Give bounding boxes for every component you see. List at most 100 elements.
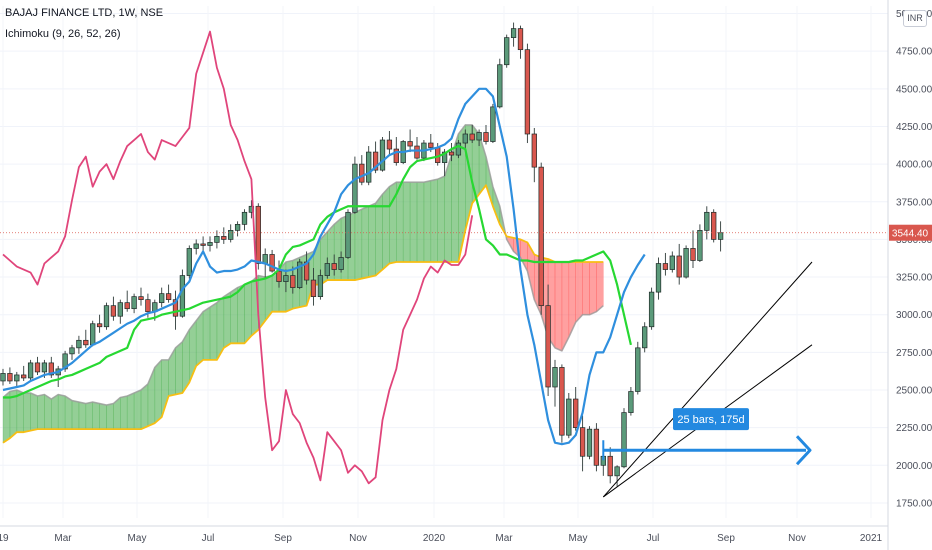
- candle-body: [586, 428, 593, 457]
- cloud-segment: [64, 395, 73, 430]
- x-tick-label: May: [569, 533, 588, 544]
- candle-body: [290, 275, 296, 288]
- candle-body: [497, 64, 503, 108]
- cloud-segment: [30, 392, 38, 432]
- candle-body: [490, 106, 496, 142]
- cloud-segment: [354, 208, 363, 281]
- cloud-segment: [133, 389, 142, 430]
- candle-body: [717, 232, 724, 240]
- cloud-segment: [23, 392, 31, 433]
- cloud-segment: [416, 181, 425, 263]
- currency-button[interactable]: INR: [903, 10, 927, 27]
- cloud-segment: [437, 175, 445, 263]
- candle-body: [407, 141, 413, 147]
- candle-body: [697, 230, 703, 261]
- candle-body: [455, 142, 462, 156]
- candle-body: [510, 28, 517, 38]
- ruler-label: 25 bars, 175d: [677, 414, 744, 426]
- candle-body: [124, 302, 130, 310]
- candle-body: [255, 205, 261, 264]
- candle-body: [669, 255, 675, 270]
- cloud-segment: [175, 341, 183, 395]
- candle-body: [648, 291, 655, 328]
- y-tick-label: 4500.00: [896, 84, 932, 95]
- candle-body: [207, 242, 213, 246]
- candle-body: [573, 398, 579, 428]
- y-tick-label: 4000.00: [896, 160, 932, 171]
- cloud-segment: [596, 261, 604, 313]
- ichimoku-lines: [2, 30, 646, 485]
- y-tick-label: 3000.00: [896, 310, 932, 321]
- cloud-segment: [99, 403, 107, 430]
- candle-body: [642, 326, 648, 349]
- candle-body: [559, 367, 565, 436]
- candle-body: [241, 211, 248, 225]
- candle-body: [172, 299, 179, 317]
- candle-body: [228, 230, 234, 240]
- cloud-segment: [44, 393, 52, 430]
- ichimoku-spans: [2, 124, 604, 444]
- candle-body: [110, 305, 117, 317]
- cloud-segment: [71, 400, 80, 430]
- cloud-segment: [244, 281, 252, 345]
- candle-body: [531, 133, 537, 168]
- cloud-segment: [85, 401, 93, 430]
- candle-body: [145, 299, 151, 313]
- price-label: 3544.40: [892, 229, 929, 240]
- candle-body: [704, 211, 710, 231]
- candle-body: [711, 211, 717, 240]
- candle-body: [138, 296, 144, 300]
- price-label-box: [889, 224, 932, 241]
- cloud-segment: [50, 393, 59, 430]
- candle-body: [683, 248, 689, 278]
- candle-body: [221, 236, 227, 240]
- x-tick-label: Sep: [274, 533, 292, 544]
- candle-body: [579, 427, 586, 457]
- cloud-segment: [561, 261, 570, 351]
- candle-body: [545, 305, 551, 388]
- cloud-segment: [520, 238, 528, 272]
- candle-body: [234, 224, 241, 231]
- candle-body: [317, 275, 324, 297]
- cloud-segment: [361, 205, 370, 279]
- cloud-segment: [106, 403, 114, 430]
- x-tick-label: Jul: [647, 533, 660, 544]
- cloud-segment: [409, 181, 418, 263]
- candle-body: [690, 248, 696, 261]
- candle-body: [662, 263, 669, 270]
- candle-body: [96, 323, 103, 328]
- candle-body: [469, 133, 475, 141]
- y-tick-label: 3250.00: [896, 273, 932, 284]
- candle-body: [441, 151, 448, 163]
- candle-body: [462, 133, 468, 144]
- x-tick-label: 2021: [860, 533, 883, 544]
- x-tick-label: 19: [0, 533, 9, 544]
- candle-body: [131, 296, 137, 310]
- candle-body: [593, 428, 600, 466]
- candle-body: [193, 243, 199, 249]
- x-tick-label: May: [128, 533, 147, 544]
- x-tick-label: 2020: [423, 533, 446, 544]
- ichimoku-cloud: [2, 124, 604, 444]
- cloud-segment: [126, 392, 135, 430]
- candle-body: [310, 279, 317, 297]
- candle-body: [62, 353, 68, 370]
- candle-body: [214, 236, 220, 243]
- candle-body: [90, 323, 96, 346]
- y-tick-label: 4750.00: [896, 47, 932, 58]
- x-tick-label: Jul: [202, 533, 215, 544]
- candle-body: [165, 293, 172, 300]
- candle-body: [448, 151, 455, 156]
- candle-body: [366, 151, 372, 183]
- drawings: 25 bars, 175d: [0, 232, 888, 498]
- senkou-span-b-line: [2, 184, 604, 444]
- cloud-segment: [92, 401, 100, 430]
- candle-body: [655, 263, 662, 293]
- cloud-segment: [382, 185, 390, 271]
- conversion-line: [2, 87, 646, 446]
- candle-body: [48, 362, 54, 376]
- x-tick-label: Nov: [349, 533, 367, 544]
- candle-body: [372, 151, 379, 171]
